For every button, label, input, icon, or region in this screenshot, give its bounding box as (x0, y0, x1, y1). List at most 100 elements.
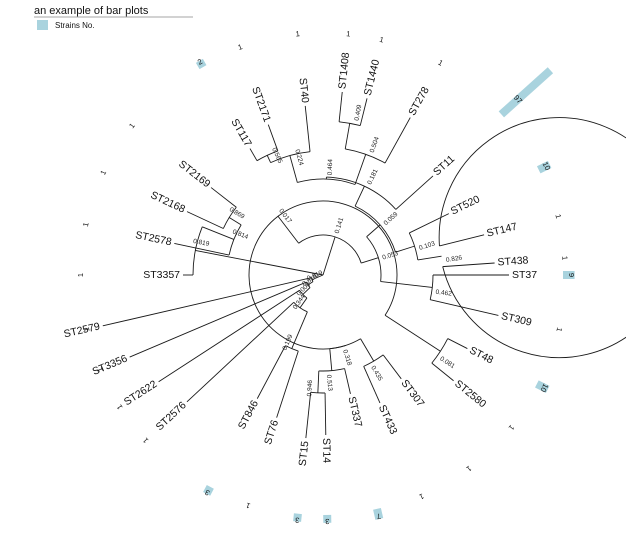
leaf-label: ST2578 (134, 229, 173, 248)
branch-st147 (439, 235, 484, 246)
branch-st520 (409, 214, 449, 233)
legend: an example of bar plots Strains No. (34, 5, 193, 30)
branch-st117 (250, 149, 257, 161)
internal-branch (385, 315, 440, 351)
leaf-label: ST40 (297, 77, 312, 103)
internal-branch (381, 282, 433, 288)
internal-branch (355, 186, 364, 206)
leaf-label: ST147 (485, 221, 518, 240)
leaf-label: ST2168 (149, 189, 188, 215)
count-label: 1 (141, 436, 150, 445)
support-value: 0.103 (418, 240, 436, 252)
branch-st3356 (130, 282, 307, 357)
leaf-label: ST76 (262, 418, 281, 446)
leaf-label: ST15 (297, 440, 312, 466)
internal-branch (318, 371, 319, 393)
internal-branch (361, 339, 374, 361)
internal-branch (267, 155, 270, 162)
support-value: 0.181 (366, 168, 379, 186)
leaf-label: ST337 (345, 395, 364, 428)
support-value: 0.017 (277, 208, 293, 225)
leaf-label: ST14 (320, 438, 332, 463)
internal-branch (355, 154, 366, 184)
support-value: 0.462 (435, 289, 452, 298)
branch-st337 (345, 369, 351, 394)
leaf-label: ST48 (467, 344, 495, 366)
count-label: 1 (560, 256, 569, 261)
support-value: 0.053 (382, 250, 400, 262)
support-value: 0.826 (446, 254, 464, 264)
support-value: 0.946 (306, 380, 314, 397)
leaf-label: ST11 (431, 153, 457, 178)
support-value: 0.504 (369, 136, 381, 154)
internal-branch (330, 349, 332, 371)
count-bar (499, 67, 553, 117)
branch-st846 (257, 346, 285, 399)
legend-swatch (37, 20, 48, 30)
internal-branch (367, 225, 381, 237)
internal-branch (395, 246, 414, 252)
count-label: 1 (245, 501, 252, 511)
clade-arc (439, 118, 626, 358)
leaf-label: ST2580 (452, 378, 488, 411)
branch-st2579 (103, 278, 312, 326)
branch-st48 (448, 339, 468, 349)
support-value: 0.141 (334, 216, 346, 234)
count-label: 1 (465, 464, 474, 474)
leaf-label: ST846 (236, 398, 261, 431)
count-label: 1 (127, 121, 137, 130)
count-label: 3 (325, 517, 329, 526)
branch-st2576 (187, 302, 294, 402)
support-value: 0.435 (369, 365, 383, 383)
count-label: 1 (418, 492, 425, 502)
support-value: 0.224 (293, 149, 304, 167)
leaf-label: ST278 (406, 85, 432, 118)
legend-entry-label: Strains No. (55, 21, 95, 30)
leaf-label: ST309 (500, 310, 533, 329)
legend-title: an example of bar plots (34, 5, 149, 17)
leaf-label: ST37 (512, 269, 537, 281)
internal-branch (418, 256, 442, 260)
branch-st40 (305, 106, 310, 152)
count-label: 9 (567, 273, 576, 277)
support-labels: 0.1410.0530.0590.1810.4640.2240.5650.504… (193, 104, 464, 397)
count-label: 1 (81, 222, 91, 228)
count-label: 1 (237, 42, 244, 52)
branch-st76 (277, 351, 299, 418)
leaf-label: ST3357 (143, 269, 180, 281)
leaf-label: ST433 (376, 403, 400, 436)
clade-arc (299, 235, 361, 263)
branch-st2169 (211, 188, 236, 208)
leaf-label: ST2576 (154, 399, 189, 433)
internal-branch (195, 250, 323, 275)
count-label: 1 (115, 403, 125, 411)
branch-st278 (385, 118, 410, 163)
leaf-label: ST520 (449, 193, 482, 217)
clade-arc (330, 339, 361, 349)
count-label: 1 (553, 213, 563, 219)
internal-branch (202, 227, 234, 240)
count-label: 1 (554, 327, 564, 333)
count-label: 1 (295, 29, 300, 38)
branch-st11 (396, 176, 433, 209)
support-value: 0.513 (325, 374, 333, 391)
count-label: 1 (507, 423, 517, 432)
support-value: 0.318 (341, 349, 353, 367)
leaf-label: ST438 (497, 254, 529, 268)
leaf-label: ST2169 (176, 158, 212, 190)
branch-st15 (306, 392, 311, 438)
count-label: 1 (346, 29, 351, 38)
leaf-label: ST117 (228, 117, 254, 149)
support-value: 0.819 (193, 238, 211, 248)
leaf-label: ST2622 (122, 378, 160, 408)
count-label: 1 (98, 169, 108, 177)
branch-st309 (430, 300, 498, 316)
branch-st307 (383, 355, 401, 379)
count-label: 1 (76, 273, 85, 277)
internal-branch (323, 237, 335, 275)
support-value: 0.081 (438, 355, 456, 370)
support-value: 0.464 (327, 159, 335, 176)
